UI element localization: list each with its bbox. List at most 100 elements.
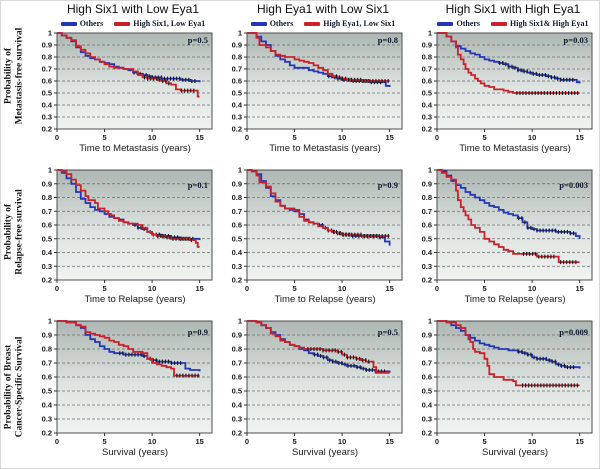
y-tick-label: 0.8 bbox=[422, 53, 432, 62]
km-panel-2: High Six1 with High Eya1 Others High Six… bbox=[409, 1, 599, 158]
x-tick-label: 5 bbox=[102, 437, 106, 446]
km-plot: 1 0.9 0.8 0.7 0.6 0.5 0.4 0.3 0.20 5 10 15 bbox=[42, 30, 213, 142]
x-axis-label: Survival (years) bbox=[102, 447, 168, 458]
km-plot: 1 0.9 0.8 0.7 0.6 0.5 0.4 0.3 0.20 5 10 15 bbox=[422, 30, 593, 142]
x-tick-label: 15 bbox=[195, 284, 203, 293]
survival-curve-exp bbox=[437, 32, 580, 94]
y-tick-label: 0.3 bbox=[422, 113, 432, 122]
x-axis-label: Time to Relapse (years) bbox=[464, 294, 566, 305]
y-tick-label: 0.6 bbox=[422, 77, 432, 86]
y-tick-label: 0.7 bbox=[42, 65, 52, 74]
x-axis-label: Time to Relapse (years) bbox=[274, 294, 376, 305]
y-tick-label: 1 bbox=[428, 30, 432, 38]
x-tick-label: 0 bbox=[435, 284, 439, 293]
x-tick-label: 15 bbox=[575, 284, 583, 293]
legend-item-exp: High Eya1, Low Six1 bbox=[304, 19, 395, 28]
y-tick-label: 1 bbox=[48, 318, 52, 326]
y-tick-label: 0.5 bbox=[42, 89, 52, 98]
x-tick-label: 15 bbox=[385, 284, 393, 293]
y-tick-label: 0.3 bbox=[42, 113, 52, 122]
x-tick-label: 5 bbox=[482, 437, 486, 446]
x-tick-label: 10 bbox=[338, 437, 346, 446]
km-plot: 1 0.9 0.8 0.7 0.6 0.5 0.4 0.3 0.20 5 10 15 bbox=[42, 167, 213, 293]
plot-area: 1 0.9 0.8 0.7 0.6 0.5 0.4 0.3 0.2 0 5 10 15 p=0.009 bbox=[409, 318, 599, 446]
figure-row-metastasis: Probability of Metastasis-free survival … bbox=[1, 1, 599, 158]
y-tick-label: 0.7 bbox=[42, 207, 52, 216]
y-tick-label: 0.6 bbox=[232, 77, 242, 86]
y-tick-label: 0.4 bbox=[232, 101, 243, 110]
p-value: p=0.003 bbox=[559, 180, 588, 190]
y-tick-label: 0.3 bbox=[42, 415, 52, 424]
y-tick-label: 0.5 bbox=[232, 89, 242, 98]
x-tick-label: 10 bbox=[528, 284, 536, 293]
y-tick-label: 0.6 bbox=[42, 77, 52, 86]
y-tick-label: 0.7 bbox=[422, 359, 432, 368]
y-axis-title-row3: Probability of Breast Cancer-Specific Su… bbox=[1, 313, 29, 468]
legend-label-others: Others bbox=[79, 19, 104, 28]
x-tick-label: 5 bbox=[102, 284, 106, 293]
x-tick-label: 0 bbox=[245, 437, 249, 446]
y-tick-label: 1 bbox=[238, 318, 242, 326]
x-tick-label: 0 bbox=[245, 284, 249, 293]
plot-area: 1 0.9 0.8 0.7 0.6 0.5 0.4 0.3 0.2 0 5 10 15 p=0.8 bbox=[219, 30, 409, 142]
y-tick-label: 0.8 bbox=[422, 193, 432, 202]
y-tick-label: 0.7 bbox=[232, 207, 242, 216]
y-tick-label: 0.6 bbox=[42, 373, 52, 382]
y-tick-label: 0.5 bbox=[422, 234, 432, 243]
km-panel-8: 1 0.9 0.8 0.7 0.6 0.5 0.4 0.3 0.2 0 5 10 15 p=0.009 … bbox=[409, 313, 599, 468]
x-axis-label: Time to Metastasis (years) bbox=[459, 143, 571, 154]
y-tick-label: 0.8 bbox=[232, 345, 242, 354]
x-tick-label: 15 bbox=[385, 437, 393, 446]
y-tick-label: 0.6 bbox=[232, 373, 242, 382]
legend-swatch-exp bbox=[491, 21, 508, 26]
y-tick-label: 0.7 bbox=[422, 65, 432, 74]
y-tick-label: 0.8 bbox=[42, 193, 52, 202]
survival-curve-exp bbox=[57, 320, 200, 377]
x-tick-label: 10 bbox=[148, 437, 156, 446]
y-tick-label: 0.5 bbox=[422, 89, 432, 98]
figure-row-survival: Probability of Breast Cancer-Specific Su… bbox=[1, 313, 599, 468]
x-tick-label: 15 bbox=[195, 133, 203, 142]
y-tick-label: 0.4 bbox=[422, 248, 433, 257]
y-tick-label: 0.2 bbox=[42, 125, 52, 134]
y-tick-label: 0.7 bbox=[232, 359, 242, 368]
y-tick-label: 0.2 bbox=[42, 276, 52, 285]
y-tick-label: 0.3 bbox=[232, 113, 242, 122]
p-value: p=0.5 bbox=[187, 35, 208, 45]
p-value: p=0.9 bbox=[187, 327, 208, 337]
y-tick-label: 0.3 bbox=[232, 262, 242, 271]
y-tick-label: 0.4 bbox=[422, 401, 433, 410]
y-tick-label: 0.8 bbox=[232, 193, 242, 202]
y-tick-label: 0.5 bbox=[42, 387, 52, 396]
x-tick-label: 0 bbox=[245, 133, 249, 142]
y-tick-label: 0.2 bbox=[232, 429, 242, 438]
y-tick-label: 0.6 bbox=[42, 221, 52, 230]
x-tick-label: 0 bbox=[55, 133, 59, 142]
x-axis-label: Time to Metastasis (years) bbox=[269, 143, 381, 154]
y-tick-label: 0.4 bbox=[42, 401, 53, 410]
y-tick-label: 0.8 bbox=[42, 53, 52, 62]
survival-curve-exp bbox=[247, 320, 390, 374]
y-tick-label: 0.9 bbox=[42, 41, 52, 50]
km-panel-5: 1 0.9 0.8 0.7 0.6 0.5 0.4 0.3 0.2 0 5 10 15 p=0.003 … bbox=[409, 158, 599, 313]
y-tick-label: 0.7 bbox=[232, 65, 242, 74]
x-tick-label: 15 bbox=[575, 133, 583, 142]
km-plot: 1 0.9 0.8 0.7 0.6 0.5 0.4 0.3 0.20 5 10 15 bbox=[42, 318, 213, 446]
y-tick-label: 0.5 bbox=[232, 387, 242, 396]
y-tick-label: 1 bbox=[238, 167, 242, 175]
legend-label-exp: High Six1, Low Eya1 bbox=[133, 19, 206, 28]
km-panel-6: 1 0.9 0.8 0.7 0.6 0.5 0.4 0.3 0.2 0 5 10 15 p=0.9 Su… bbox=[29, 313, 219, 468]
x-axis-label: Survival (years) bbox=[292, 447, 358, 458]
x-tick-label: 5 bbox=[292, 284, 296, 293]
legend-item-exp: High Six1, Low Eya1 bbox=[114, 19, 205, 28]
y-tick-label: 0.2 bbox=[422, 125, 432, 134]
legend-item-others: Others bbox=[437, 19, 480, 28]
y-tick-label: 0.2 bbox=[42, 429, 52, 438]
y-tick-label: 0.2 bbox=[422, 429, 432, 438]
km-panel-7: 1 0.9 0.8 0.7 0.6 0.5 0.4 0.3 0.2 0 5 10 15 p=0.5 Su… bbox=[219, 313, 409, 468]
plot-area: 1 0.9 0.8 0.7 0.6 0.5 0.4 0.3 0.2 0 5 10 15 p=0.03 bbox=[409, 30, 599, 142]
x-tick-label: 5 bbox=[292, 133, 296, 142]
survival-curve-others bbox=[57, 32, 201, 83]
km-plot: 1 0.9 0.8 0.7 0.6 0.5 0.4 0.3 0.20 5 10 15 bbox=[232, 30, 403, 142]
km-panel-0: High Six1 with Low Eya1 Others High Six1… bbox=[29, 1, 219, 158]
